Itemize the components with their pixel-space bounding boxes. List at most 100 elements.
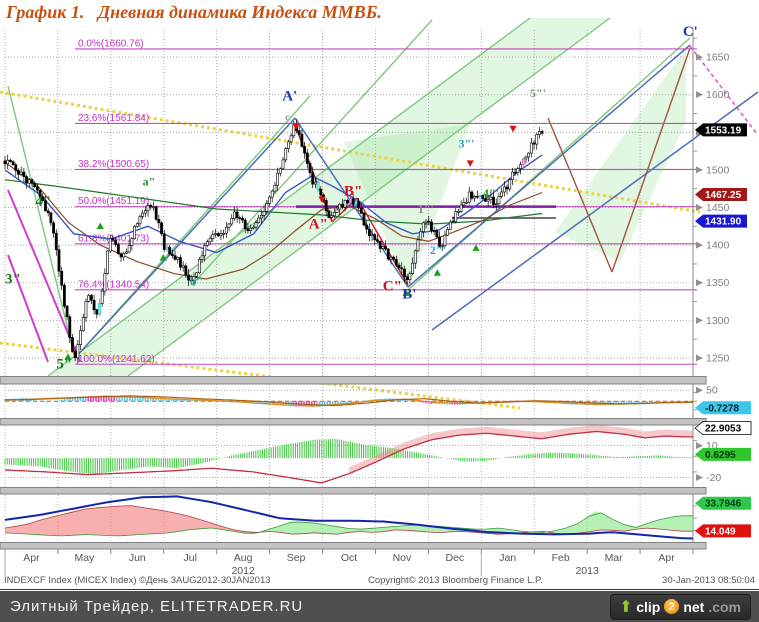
time-axis: Apr May Jun Jul Aug Sep Oct Nov Dec Jan Feb Mar Apr 2… <box>4 549 694 577</box>
svg-text:1"': 1"' <box>418 202 434 216</box>
clip2net-text-clip: clip <box>636 598 661 615</box>
svg-text:22.9053: 22.9053 <box>705 424 742 435</box>
svg-text:1553.19: 1553.19 <box>705 125 742 136</box>
svg-text:1431.90: 1431.90 <box>705 217 742 228</box>
sell-arrow-icon <box>318 196 326 203</box>
svg-text:B': B' <box>402 287 416 303</box>
footer-instrument-label: INDEXCF Index (MICEX Index) ©День 3AUG20… <box>4 575 271 586</box>
svg-text:Jul: Jul <box>184 552 197 564</box>
footer-timestamp: 30-Jan-2013 08:50:04 <box>662 575 755 586</box>
svg-text:0.6295: 0.6295 <box>705 450 736 461</box>
svg-text:0.0%(1660.76): 0.0%(1660.76) <box>78 38 144 49</box>
price-axis: 1650160015501500145014001350130012501553… <box>692 28 747 549</box>
svg-text:100.0%(1241.62): 100.0%(1241.62) <box>78 354 155 365</box>
svg-text:5"': 5"' <box>530 86 546 100</box>
svg-text:May: May <box>74 552 95 564</box>
site-label: Элитный Трейдер, ELITETRADER.RU <box>10 598 304 615</box>
sell-arrow-icon <box>509 125 517 133</box>
svg-text:b": b" <box>190 274 203 288</box>
svg-text:1350: 1350 <box>706 277 730 289</box>
svg-text:Nov: Nov <box>393 552 412 564</box>
green-channel-lines <box>7 17 691 377</box>
buy-arrow-icon <box>402 289 410 296</box>
magenta-dashed-projection <box>689 45 758 135</box>
wave-labels: 3" 4" 5" a" b" A' c A" B" C"B' 1"' 2"' 3"' 4"' 5"' C' <box>5 24 698 372</box>
panel-separator <box>0 542 707 550</box>
svg-text:Oct: Oct <box>341 552 357 564</box>
value-tag: 1431.90 <box>695 214 747 228</box>
ma-mid-brown <box>4 161 543 280</box>
svg-text:2013: 2013 <box>575 565 599 577</box>
svg-text:Aug: Aug <box>234 552 253 564</box>
svg-text:Mar: Mar <box>605 552 624 564</box>
svg-text:23.6%(1561.84): 23.6%(1561.84) <box>78 113 149 124</box>
footer-divider <box>0 589 759 590</box>
svg-text:Apr: Apr <box>658 552 675 564</box>
ma-long-green <box>4 179 543 225</box>
svg-text:Sep: Sep <box>287 552 306 564</box>
footer-copyright: Copyright© 2013 Bloomberg Finance L.P. <box>368 575 543 586</box>
svg-text:1467.25: 1467.25 <box>705 190 742 201</box>
clip2net-text-net: net <box>683 598 705 615</box>
candles <box>3 119 544 364</box>
svg-text:3"': 3"' <box>458 136 474 150</box>
svg-text:Dec: Dec <box>446 552 465 564</box>
svg-text:1450: 1450 <box>706 202 730 214</box>
value-tag: 1467.25 <box>695 188 747 202</box>
value-tag: 22.9053 <box>694 421 752 436</box>
panel-separator <box>0 487 707 495</box>
svg-text:4": 4" <box>35 194 51 210</box>
sell-arrow-icon <box>466 160 474 167</box>
value-tag: 1553.19 <box>695 123 747 137</box>
bottom-bar: Элитный Трейдер, ELITETRADER.RU ⬆ clip 2… <box>0 591 759 622</box>
svg-text:1500: 1500 <box>706 164 730 176</box>
trade-arrows <box>64 123 517 360</box>
svg-text:Apr: Apr <box>23 552 40 564</box>
oscillator-panel: 10 -20 22.9053 0.6295 <box>4 421 752 484</box>
macd-panel: 50 -0.7278 <box>4 385 751 415</box>
svg-text:10: 10 <box>706 440 718 452</box>
svg-text:A": A" <box>309 217 328 233</box>
panel-separator <box>0 418 707 426</box>
value-tag: 33.7946 <box>695 496 751 510</box>
buy-arrow-icon <box>433 269 441 276</box>
svg-text:1600: 1600 <box>706 89 730 101</box>
svg-text:a": a" <box>143 175 156 189</box>
magenta-trendlines <box>7 189 81 363</box>
svg-text:A': A' <box>282 89 297 105</box>
buy-arrow-icon <box>472 244 480 251</box>
svg-text:50.0%(1451.19): 50.0%(1451.19) <box>78 196 149 207</box>
panel-separator <box>0 376 707 385</box>
svg-text:C": C" <box>383 278 402 294</box>
svg-text:C': C' <box>683 24 698 40</box>
svg-text:1300: 1300 <box>706 315 730 327</box>
clip2net-logo[interactable]: ⬆ clip 2 net .com <box>609 593 751 620</box>
buy-arrow-icon <box>96 222 104 230</box>
svg-text:c: c <box>285 111 290 123</box>
clip2net-badge-2: 2 <box>664 599 680 614</box>
svg-text:2"': 2"' <box>430 243 446 257</box>
svg-text:Feb: Feb <box>552 552 570 564</box>
page-title: График 1. Дневная динамика Индекса ММВБ. <box>6 2 382 22</box>
svg-text:1650: 1650 <box>706 52 730 64</box>
value-tag: 0.6295 <box>695 447 751 461</box>
svg-text:Jan: Jan <box>499 552 516 564</box>
value-tag: -0.7278 <box>695 401 751 415</box>
buy-arrow-icon <box>64 353 72 360</box>
svg-text:2012: 2012 <box>231 565 255 577</box>
svg-text:4"': 4"' <box>483 186 499 200</box>
svg-text:-20: -20 <box>706 472 721 484</box>
svg-text:Jun: Jun <box>129 552 146 564</box>
svg-text:1400: 1400 <box>706 240 730 252</box>
svg-text:76.4%(1340.54): 76.4%(1340.54) <box>78 279 149 290</box>
svg-text:14.049: 14.049 <box>705 526 736 537</box>
projection-lines <box>547 47 691 273</box>
sell-arrow-icon <box>292 123 300 131</box>
main-chart-svg: 0.0%(1660.76) 23.6%(1561.84) 38.2%(1500.65… <box>0 17 759 577</box>
clip2net-text-com: .com <box>708 598 741 615</box>
buy-arrow-icon <box>159 254 167 261</box>
svg-text:33.7946: 33.7946 <box>705 499 742 510</box>
svg-text:-0.7278: -0.7278 <box>705 403 739 414</box>
up-arrow-icon: ⬆ <box>619 598 633 615</box>
